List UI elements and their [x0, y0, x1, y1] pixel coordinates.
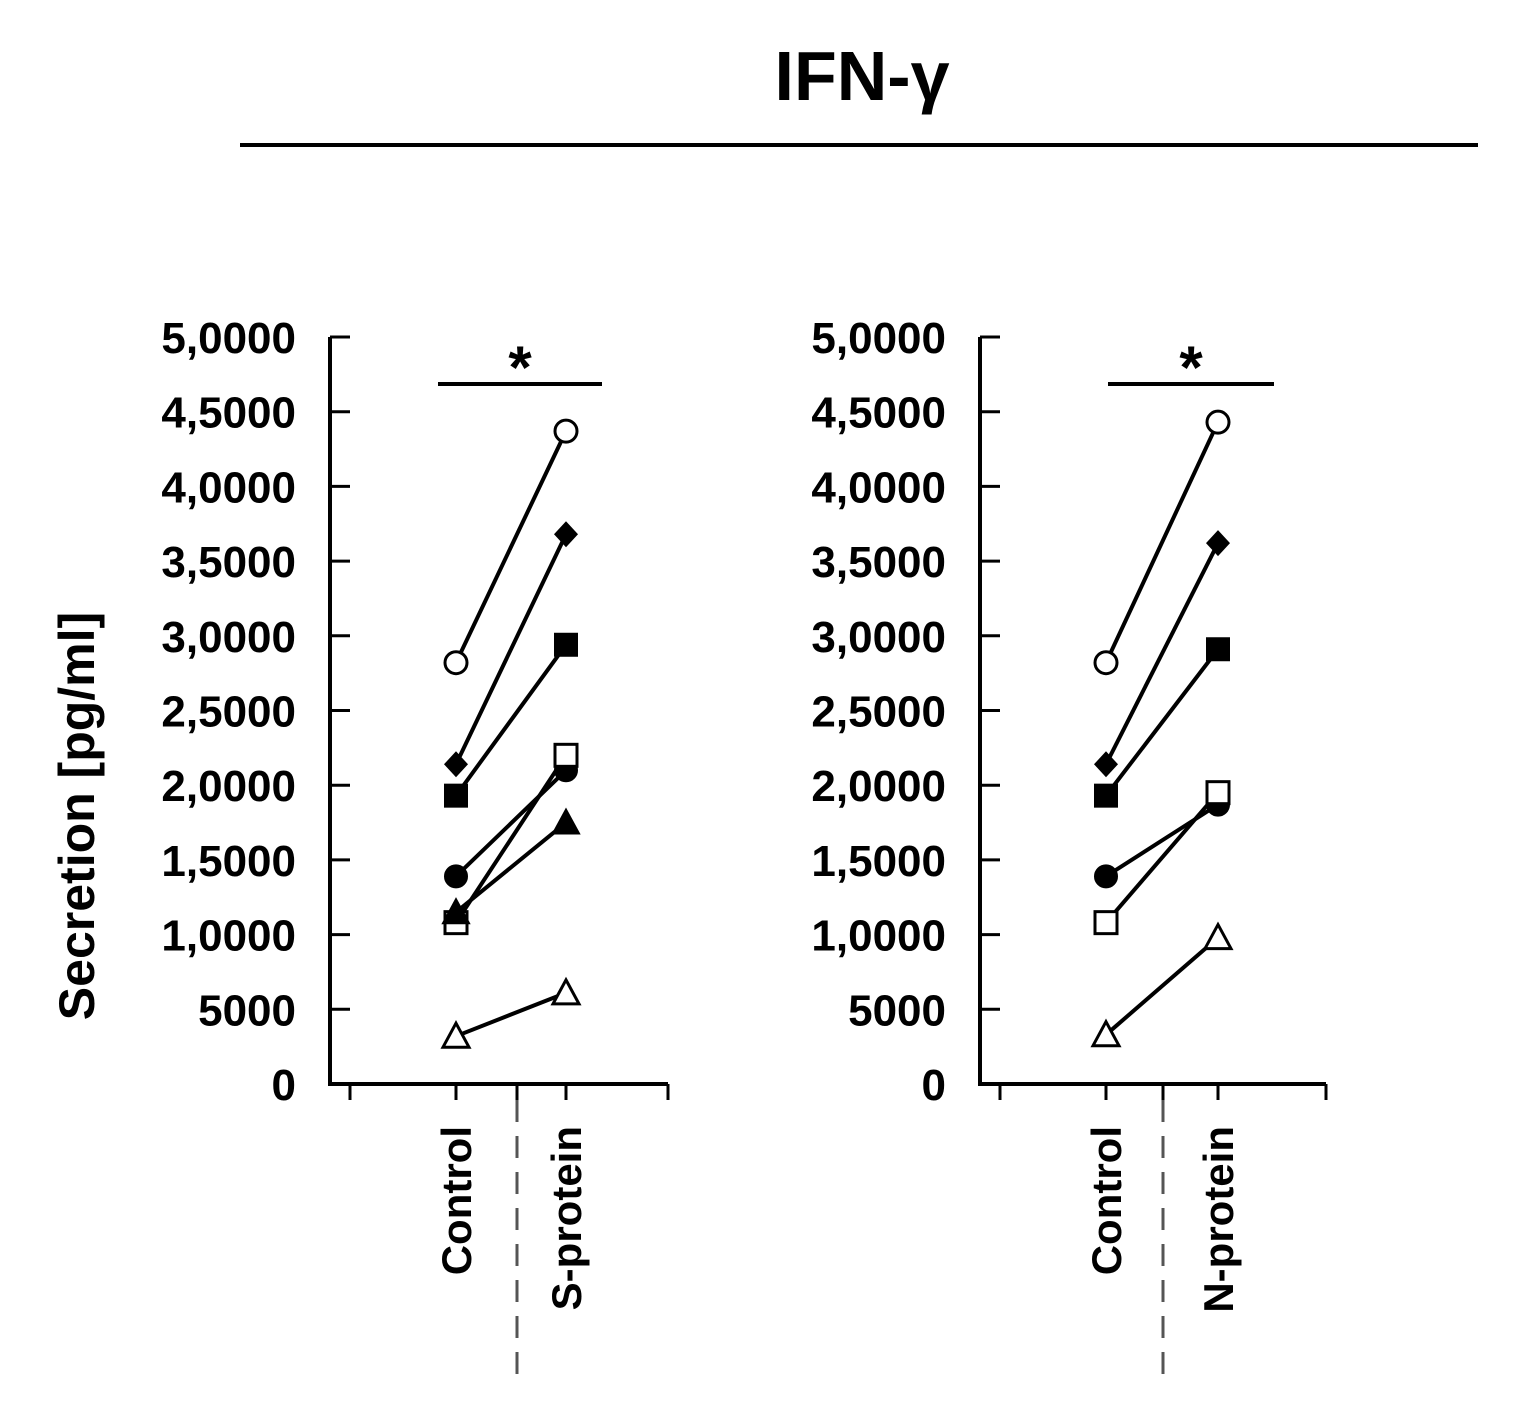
- y-tick-label: 5,0000: [811, 314, 946, 363]
- data-point-open-circle: [553, 418, 579, 444]
- y-tick-label: 1,5000: [161, 837, 296, 886]
- data-point-filled-diamond: [1094, 751, 1118, 778]
- data-point-filled-diamond: [444, 751, 468, 778]
- data-point-open-triangle: [1090, 1018, 1122, 1048]
- data-point-filled-square: [444, 783, 468, 808]
- series-line-2: [1104, 542, 1220, 766]
- data-point-filled-square: [554, 632, 578, 657]
- series-line-6: [1104, 936, 1220, 1037]
- x-category-label: S-protein: [543, 1126, 590, 1310]
- figure-title: IFN-γ: [775, 37, 950, 115]
- data-point-open-triangle: [550, 976, 582, 1006]
- y-tick-label: 0: [272, 1061, 296, 1110]
- y-tick-label: 2,0000: [811, 762, 946, 811]
- data-point-filled-diamond: [554, 521, 578, 548]
- y-tick-label: 5000: [198, 986, 296, 1035]
- data-point-open-triangle: [440, 1020, 472, 1049]
- chart-panel-2: 0 5000 1,0000 1,5000 2,0000 2,5000 3,0000 3,500…: [811, 314, 1328, 1380]
- significance-star: *: [508, 334, 532, 401]
- y-tick-label: 3,5000: [811, 538, 946, 587]
- y-tick-label: 4,5000: [161, 389, 296, 438]
- series-line-1: [1104, 421, 1220, 664]
- x-category-label: Control: [1083, 1126, 1130, 1275]
- data-point-open-square: [553, 742, 579, 768]
- data-point-filled-triangle: [551, 807, 581, 835]
- series-line-2: [454, 533, 568, 766]
- series-line-7: [455, 991, 567, 1039]
- y-axis-label: Secretion [pg/ml]: [49, 612, 105, 1020]
- y-tick-label: 2,5000: [161, 688, 296, 737]
- y-tick-label: 2,5000: [811, 688, 946, 737]
- y-tick-label: 4,0000: [811, 463, 946, 512]
- data-point-open-circle: [443, 650, 469, 676]
- series-line-5: [1104, 791, 1220, 924]
- data-point-filled-triangle: [441, 897, 471, 925]
- data-point-open-square: [1205, 780, 1231, 806]
- y-tick-label: 4,0000: [161, 463, 296, 512]
- series-line-3: [454, 643, 568, 797]
- data-point-open-triangle: [1202, 921, 1234, 951]
- chart-panels: 0 5000 1,0000 1,5000 2,0000 2,5000 3,0000 3,500…: [161, 314, 1328, 1380]
- series-line-6: [454, 820, 568, 914]
- y-tick-label: 5000: [848, 986, 946, 1035]
- data-point-open-square: [1093, 910, 1119, 936]
- data-point-open-circle: [1205, 409, 1231, 435]
- y-tick-label: 0: [922, 1061, 946, 1110]
- y-tick-label: 1,5000: [811, 837, 946, 886]
- series-line-1: [454, 430, 568, 664]
- x-category-label: N-protein: [1195, 1126, 1242, 1313]
- y-tick-label: 5,0000: [161, 314, 296, 363]
- chart-panel-1: 0 5000 1,0000 1,5000 2,0000 2,5000 3,0000 3,500…: [161, 314, 670, 1380]
- y-tick-label: 1,0000: [811, 912, 946, 961]
- data-point-filled-square: [1094, 783, 1118, 808]
- y-tick-label: 4,5000: [811, 389, 946, 438]
- y-tick-label: 3,0000: [161, 613, 296, 662]
- y-tick-label: 1,0000: [161, 912, 296, 961]
- series-line-4: [1104, 802, 1220, 879]
- y-tick-label: 3,5000: [161, 538, 296, 587]
- data-point-filled-square: [1206, 637, 1230, 662]
- data-point-filled-circle: [1094, 864, 1118, 889]
- x-category-label: Control: [433, 1126, 480, 1275]
- data-point-open-circle: [1093, 650, 1119, 676]
- y-tick-label: 3,0000: [811, 613, 946, 662]
- y-tick-label: 2,0000: [161, 762, 296, 811]
- series-line-4: [454, 768, 568, 878]
- data-point-filled-diamond: [1206, 530, 1230, 557]
- significance-star: *: [1179, 334, 1203, 401]
- series-line-3: [1104, 648, 1220, 797]
- data-point-filled-circle: [444, 864, 468, 889]
